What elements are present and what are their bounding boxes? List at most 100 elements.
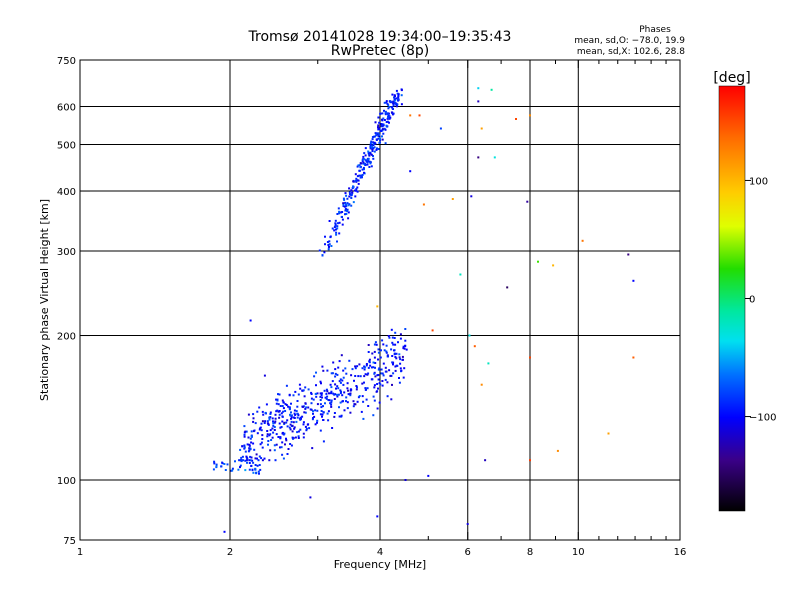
data-point [261,446,264,449]
data-point [352,185,354,188]
data-point [336,373,339,376]
data-point [381,135,383,138]
data-point [369,364,372,367]
data-point [364,162,366,165]
data-point [331,372,334,375]
data-point [383,109,385,112]
data-point [368,166,371,168]
data-point [376,407,379,410]
data-point [279,446,281,449]
colorbar-tick-label: 100 [749,176,768,187]
data-point [274,417,277,420]
data-point [400,94,403,97]
data-point [389,374,392,377]
data-point [285,404,288,406]
data-point [376,383,379,385]
data-point [267,440,270,442]
data-point [290,420,293,423]
data-point [292,421,295,424]
data-point [318,249,321,252]
data-point [409,170,412,173]
data-point [261,420,264,423]
data-point [391,355,394,357]
data-point [281,415,284,418]
data-point [319,380,322,383]
data-point [386,354,389,357]
data-point [339,401,342,404]
data-point [287,448,290,450]
data-point [336,222,339,225]
data-point [291,430,294,433]
data-point [399,333,402,336]
data-point [360,174,363,177]
data-point [304,386,307,389]
y-tick-label: 500 [57,141,76,152]
data-point [374,366,376,369]
data-point [261,438,264,440]
data-point [293,412,296,415]
data-point [386,125,389,128]
data-point [275,433,278,436]
data-point [398,353,401,356]
data-point [386,355,389,358]
data-point [275,410,278,413]
data-point [352,400,355,403]
data-point [370,153,373,156]
data-point [389,100,392,103]
data-point [315,395,318,398]
data-point [352,180,355,183]
data-point [283,432,286,435]
data-point [366,387,369,390]
data-point [381,380,384,382]
data-point [346,208,349,211]
data-point [395,89,398,92]
data-point [369,161,372,164]
data-point [372,157,375,160]
data-point [371,378,374,381]
data-point [355,388,358,391]
data-point [239,448,242,451]
data-point [355,179,358,182]
data-point [279,405,282,407]
data-point [297,414,300,417]
data-point [371,148,374,151]
data-point [374,132,377,135]
data-point [250,465,253,467]
data-point [296,405,299,408]
data-point [280,446,283,449]
data-point [268,434,271,437]
data-point [336,213,339,215]
data-point [278,422,281,425]
data-point [369,152,372,155]
data-point [380,125,383,128]
data-point [384,370,387,373]
data-point [261,434,264,437]
data-point [344,367,347,370]
data-point [346,407,349,410]
data-point [373,141,376,144]
data-point [258,464,261,466]
data-point [373,343,376,346]
data-point [342,369,345,372]
data-point [327,244,330,246]
data-point [334,228,337,231]
data-point [381,128,384,131]
data-point [220,465,223,468]
data-point [273,421,276,424]
data-point [391,383,393,386]
data-point [279,437,282,440]
data-point [374,362,377,364]
data-point [321,415,323,418]
data-point [347,211,350,214]
data-point [371,138,374,141]
data-point [250,435,253,438]
data-point [319,413,322,416]
data-point [323,389,326,392]
data-point [269,433,272,436]
data-point [339,392,342,395]
data-point [266,422,269,425]
data-point [221,461,224,464]
data-point [304,411,307,414]
data-point [316,392,319,395]
data-point [285,439,288,442]
